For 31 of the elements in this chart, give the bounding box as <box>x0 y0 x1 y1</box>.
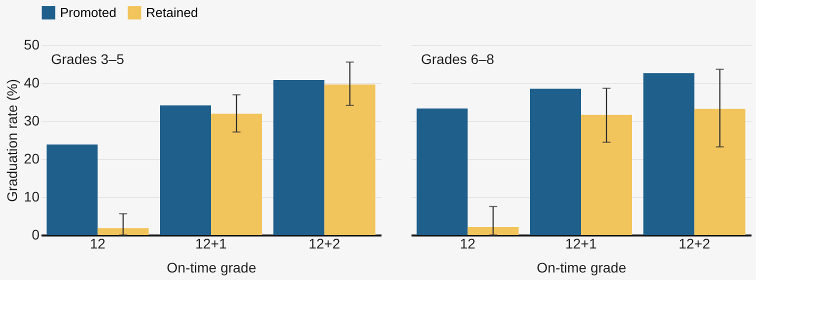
bar <box>324 84 376 235</box>
bar <box>211 114 262 235</box>
y-tick-label: 50 <box>24 36 40 52</box>
bar <box>468 227 519 235</box>
bar <box>694 108 746 235</box>
x-axis-title: On-time grade <box>166 260 256 276</box>
x-axis-title: On-time grade <box>536 260 626 276</box>
bar <box>46 144 98 235</box>
chart-title: Grades 6–8 <box>421 51 494 67</box>
x-tick-label: 12 <box>90 236 106 252</box>
bar <box>643 73 694 235</box>
legend-label: Retained <box>146 4 198 20</box>
chart-title: Grades 3–5 <box>51 51 124 67</box>
x-tick-label: 12+2 <box>678 236 710 252</box>
x-tick-label: 12+1 <box>565 236 597 252</box>
bar <box>581 114 632 235</box>
bar <box>98 228 149 235</box>
y-tick-label: 10 <box>24 188 40 204</box>
y-tick-label: 0 <box>32 226 40 242</box>
y-tick-label: 40 <box>24 74 40 90</box>
x-tick-label: 12 <box>460 236 476 252</box>
bar <box>160 105 211 235</box>
bar <box>416 108 468 235</box>
x-tick-label: 12+1 <box>195 236 227 252</box>
y-tick-label: 30 <box>24 112 40 128</box>
bar <box>273 80 324 235</box>
bar <box>530 88 581 235</box>
legend-label: Promoted <box>60 4 116 20</box>
x-tick-label: 12+2 <box>308 236 340 252</box>
y-axis-title: Graduation rate (%) <box>4 79 20 202</box>
y-tick-label: 20 <box>24 150 40 166</box>
